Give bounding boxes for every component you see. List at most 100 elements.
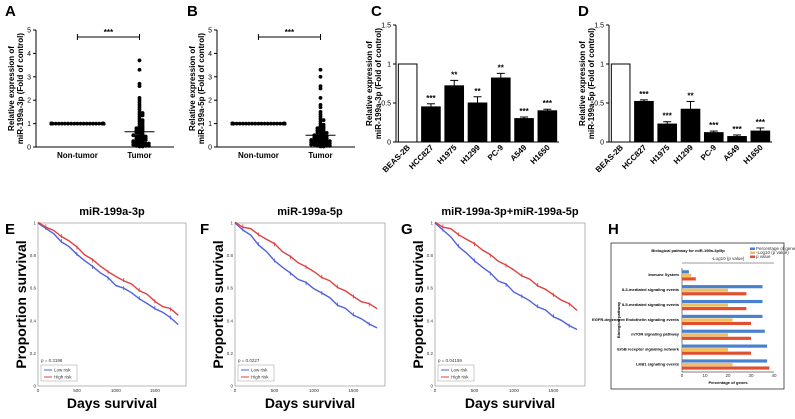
panel-b-data-point <box>241 121 245 126</box>
panel-a-data-point <box>134 143 139 148</box>
panel-f-survival-plot: miR-199a-5p 0 500 1000 1500 0 0.2 0.4 0.6 0.8 1 p =… <box>210 206 386 411</box>
panel-g-y-tick-label: 1 <box>430 221 433 226</box>
panel-letter-a: A <box>5 3 16 20</box>
panel-b-data-point <box>324 143 329 148</box>
panel-a-data-point <box>131 133 136 138</box>
panel-h-legend-label: -Log10 (p value) <box>756 250 789 255</box>
panel-a-data-point <box>146 143 151 148</box>
panel-b-data-point <box>275 121 279 126</box>
panel-h-top-axis-title: -Log10 (p value) <box>712 256 745 261</box>
panel-c-bar <box>467 102 488 143</box>
panel-a-data-point <box>140 113 145 118</box>
panel-f-y-tick-label: 0.4 <box>227 318 234 323</box>
panel-c-category-label: HCC827 <box>407 143 435 171</box>
panel-c-category-label: H1975 <box>436 143 459 166</box>
panel-f-p-value: p = 0.0227 <box>238 358 260 363</box>
panel-c-significance-label: *** <box>426 94 436 103</box>
panel-d-significance-label: ** <box>687 91 694 100</box>
panel-e-y-tick-label: 0.2 <box>30 351 37 356</box>
panel-c-bar <box>537 110 558 143</box>
panel-g-y-axis-title: Proportion survival <box>410 240 426 368</box>
panel-a-data-point <box>131 139 136 144</box>
panel-g-series-line <box>434 222 578 331</box>
panel-h-bar <box>682 307 747 311</box>
panel-letter-g: G <box>401 221 413 238</box>
panel-g-plot-frame <box>434 222 586 387</box>
panel-h-bar <box>682 314 763 318</box>
panel-a-data-point <box>60 121 64 126</box>
panel-g-x-tick-label: 500 <box>471 388 479 393</box>
panel-e-plot-frame <box>37 222 187 387</box>
panel-b-data-point <box>318 74 323 79</box>
panel-b-y-tick-label: 5 <box>208 28 212 35</box>
panel-b-data-point <box>321 144 326 149</box>
panel-a-y-tick-label: 0 <box>27 145 31 152</box>
panel-a-category-label: Non-tumor <box>57 151 98 160</box>
panel-c-significance-label: ** <box>498 63 505 72</box>
panel-h-bar <box>682 321 751 326</box>
panel-d-category-label: PC-9 <box>699 143 719 163</box>
panel-b-data-point <box>237 121 242 126</box>
panel-e-y-tick-label: 0 <box>33 384 36 389</box>
panel-e-survival-plot: miR-199a-3p 0 500 1000 1500 0 0.2 0.4 0.6 0.8 1 p =… <box>13 206 187 411</box>
panel-e-x-tick-label: 500 <box>73 388 81 393</box>
panel-b-data-point <box>315 126 320 131</box>
panel-b-data-point <box>318 67 323 72</box>
panel-g-y-tick-label: 0.4 <box>427 318 434 323</box>
panel-a-data-point <box>137 67 142 72</box>
panel-f-y-tick-label: 0.6 <box>227 286 234 291</box>
panel-letter-f: F <box>200 221 209 238</box>
panel-h-bar <box>682 366 770 370</box>
panel-h-category-label: Immune System <box>648 272 679 277</box>
panel-e-x-tick-label: 1500 <box>150 388 161 393</box>
panel-letter-h: H <box>608 221 619 238</box>
panel-h-category-label: EGFR-dependent Endothelin signaling even… <box>592 317 680 322</box>
panel-c-significance-label: ** <box>451 70 458 79</box>
panel-h-legend-swatch <box>750 247 755 250</box>
panel-h-legend-swatch <box>750 251 755 254</box>
panel-h-x-tick-label: 40 <box>771 373 777 378</box>
panel-e-x-tick-label: 1000 <box>111 388 122 393</box>
panel-letter-b: B <box>187 3 198 20</box>
panel-a-data-point <box>140 144 145 149</box>
panel-a-data-point <box>97 121 101 126</box>
panel-a-data-point <box>91 121 95 126</box>
panel-h-category-label: ErbB receptor signaling network <box>617 347 680 352</box>
panel-g-legend-label: High risk <box>451 375 469 380</box>
panel-e-y-axis-title: Proportion survival <box>13 240 29 368</box>
panel-h-title: Biological pathway for miR-199a-3p/5p <box>651 248 725 253</box>
panel-f-x-axis-title: Days survival <box>265 395 355 411</box>
panel-d-significance-label: *** <box>732 125 742 134</box>
panel-a-y-tick-label: 3 <box>27 74 31 81</box>
panel-c-y-tick-label: 1 <box>387 62 391 69</box>
panel-a-data-point <box>143 143 148 148</box>
panel-h-bar <box>682 285 763 289</box>
panel-f-legend-label: High risk <box>251 375 269 380</box>
panel-g-p-value: p = 0.04159 <box>438 358 462 363</box>
panel-b-data-point <box>278 121 282 126</box>
panel-d-y-tick-label: 0 <box>600 140 604 147</box>
panel-e-y-tick-label: 0.4 <box>30 318 37 323</box>
panel-g-y-tick-label: 0.8 <box>427 253 434 258</box>
panel-e-y-tick-label: 0.8 <box>30 253 37 258</box>
panel-a-data-point <box>143 134 148 139</box>
panel-a-y-tick-label: 5 <box>27 28 31 35</box>
panel-h-category-label: IL3-mediated signaling events <box>622 287 680 292</box>
panel-d-bar <box>750 130 771 143</box>
panel-h-category-label: LKB1 signaling events <box>636 361 680 366</box>
panel-e-y-tick-label: 0.6 <box>30 286 37 291</box>
panel-d-bar <box>703 132 724 143</box>
panel-c-y-tick-label: 0 <box>387 140 391 147</box>
panel-a-data-point <box>56 121 61 126</box>
panel-h-bar <box>682 292 747 296</box>
panel-f-plot-frame <box>234 222 386 387</box>
panel-d-category-label: H1975 <box>649 143 672 166</box>
panel-a-y-axis-title: Relative expression ofmiR-199a-3p (Fold … <box>7 33 25 144</box>
panel-d-bar <box>727 136 747 143</box>
panel-h-y-axis-title: Biological pathway <box>616 301 621 338</box>
panel-f-series-line <box>234 222 378 329</box>
